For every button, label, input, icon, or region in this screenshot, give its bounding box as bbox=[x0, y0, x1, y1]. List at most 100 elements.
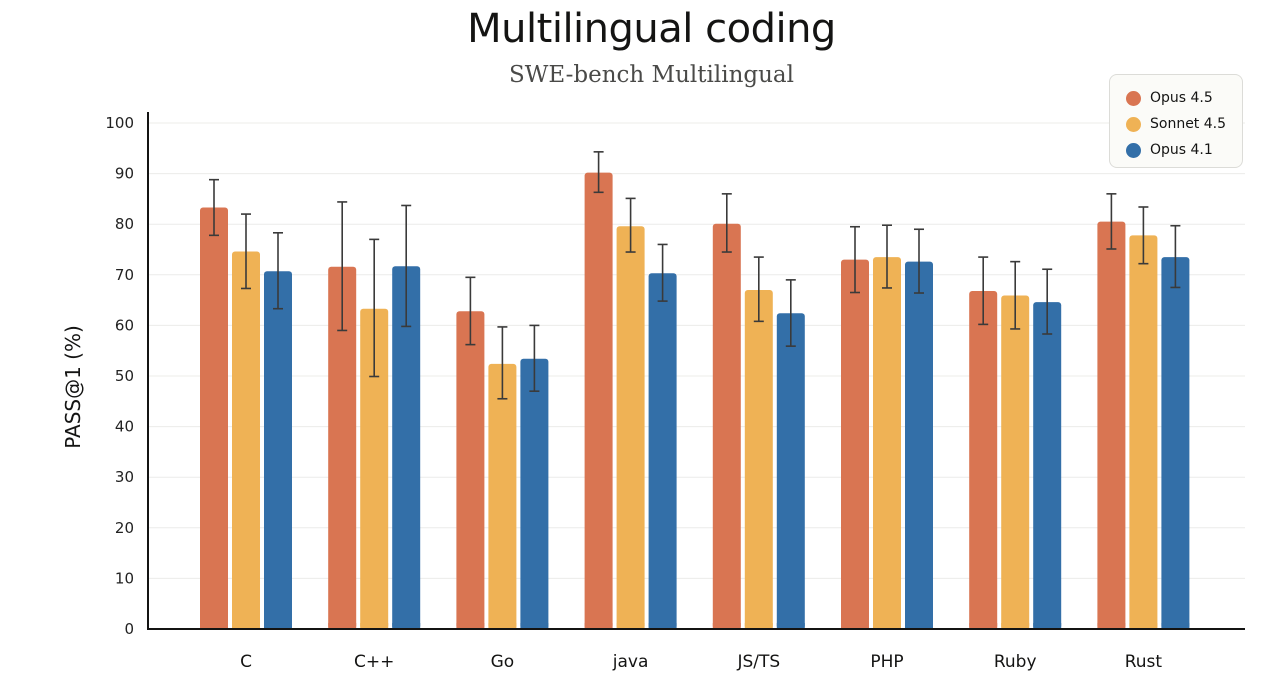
error-bar-ruby-opus-4-1 bbox=[1042, 268, 1053, 335]
bar-ruby-opus-4-1 bbox=[1033, 302, 1062, 629]
x-tick-c: C bbox=[240, 652, 252, 672]
bar-base-java-opus-4-5 bbox=[584, 623, 613, 629]
x-tick-php: PHP bbox=[870, 652, 903, 672]
bar-java-sonnet-4-5 bbox=[616, 226, 645, 629]
error-bar-c-sonnet-4-5 bbox=[241, 213, 251, 290]
error-bar-c-opus-4-1 bbox=[401, 204, 412, 328]
y-tick-90: 90 bbox=[115, 165, 134, 183]
legend-item-sonnet-4-5: Sonnet 4.5 bbox=[1126, 111, 1242, 137]
y-tick-60: 60 bbox=[115, 316, 134, 334]
bar-base-php-opus-4-5 bbox=[841, 623, 869, 629]
axes bbox=[147, 112, 1245, 630]
error-bar-ruby-sonnet-4-5 bbox=[1010, 260, 1021, 330]
bar-php-opus-4-1 bbox=[905, 261, 933, 629]
error-bar-java-sonnet-4-5 bbox=[625, 197, 636, 253]
x-tick-rust: Rust bbox=[1125, 652, 1163, 672]
error-bar-c-opus-4-5 bbox=[337, 201, 348, 332]
legend-label: Opus 4.5 bbox=[1150, 90, 1213, 106]
bar-go-sonnet-4-5 bbox=[488, 363, 517, 629]
bar-php-opus-4-5 bbox=[841, 259, 869, 629]
y-tick-10: 10 bbox=[115, 569, 134, 587]
legend-swatch-sonnet-4-5 bbox=[1126, 116, 1141, 132]
bar-base-js-ts-opus-4-1 bbox=[776, 623, 805, 629]
error-bar-c-opus-4-5 bbox=[209, 178, 219, 237]
bar-rust-sonnet-4-5 bbox=[1129, 235, 1158, 629]
bar-base-c-sonnet-4-5 bbox=[360, 623, 389, 629]
bar-base-java-opus-4-1 bbox=[648, 623, 677, 629]
y-tick-40: 40 bbox=[115, 418, 134, 436]
bar-ruby-opus-4-5 bbox=[969, 290, 998, 629]
x-tick-c: C++ bbox=[354, 652, 394, 672]
y-tick-labels: 0 10 20 30 40 50 60 70 80 90 100 bbox=[105, 114, 134, 638]
bar-js-ts-opus-4-5 bbox=[712, 223, 741, 629]
bar-c-opus-4-5 bbox=[200, 207, 228, 629]
bar-base-php-sonnet-4-5 bbox=[873, 623, 901, 629]
bar-base-go-sonnet-4-5 bbox=[488, 623, 517, 629]
bar-php-sonnet-4-5 bbox=[873, 257, 901, 629]
error-bar-c-opus-4-1 bbox=[273, 232, 283, 310]
x-tick-ruby: Ruby bbox=[994, 652, 1037, 672]
error-bars bbox=[209, 151, 1181, 400]
y-tick-70: 70 bbox=[115, 266, 134, 284]
legend-item-opus-4-1: Opus 4.1 bbox=[1126, 137, 1242, 163]
bar-c-sonnet-4-5 bbox=[360, 308, 389, 629]
legend-label: Opus 4.1 bbox=[1150, 142, 1213, 158]
bar-c-opus-4-1 bbox=[264, 271, 292, 629]
legend-label: Sonnet 4.5 bbox=[1150, 116, 1227, 132]
error-bar-rust-opus-4-5 bbox=[1106, 193, 1117, 250]
error-bar-js-ts-sonnet-4-5 bbox=[753, 256, 764, 323]
bar-base-c-opus-4-1 bbox=[264, 623, 292, 629]
bar-rust-opus-4-1 bbox=[1161, 257, 1190, 629]
error-bar-ruby-opus-4-5 bbox=[978, 256, 989, 326]
bar-base-rust-sonnet-4-5 bbox=[1129, 623, 1158, 629]
bar-js-ts-sonnet-4-5 bbox=[744, 289, 773, 629]
y-tick-30: 30 bbox=[115, 468, 134, 486]
y-tick-50: 50 bbox=[115, 367, 134, 385]
bar-c-opus-4-1 bbox=[392, 266, 421, 629]
error-bar-rust-sonnet-4-5 bbox=[1138, 206, 1149, 265]
error-bar-js-ts-opus-4-1 bbox=[785, 279, 796, 347]
y-tick-80: 80 bbox=[115, 215, 134, 233]
y-tick-20: 20 bbox=[115, 519, 134, 537]
bar-js-ts-opus-4-1 bbox=[776, 313, 805, 629]
error-bar-php-opus-4-5 bbox=[850, 225, 860, 294]
error-bar-js-ts-opus-4-5 bbox=[721, 193, 732, 253]
bar-base-java-sonnet-4-5 bbox=[616, 623, 645, 629]
bar-java-opus-4-1 bbox=[648, 273, 677, 629]
error-bar-php-sonnet-4-5 bbox=[882, 224, 892, 289]
x-tick-labels: C C++ Go java JS/TS PHP Ruby Rust bbox=[240, 652, 1162, 672]
bar-ruby-sonnet-4-5 bbox=[1001, 295, 1030, 629]
error-bar-go-opus-4-1 bbox=[529, 324, 540, 392]
bar-base-ruby-sonnet-4-5 bbox=[1001, 623, 1030, 629]
x-tick-go: Go bbox=[491, 652, 515, 672]
bar-base-ruby-opus-4-5 bbox=[969, 623, 998, 629]
bar-base-c-opus-4-1 bbox=[392, 623, 421, 629]
error-bar-c-sonnet-4-5 bbox=[369, 238, 380, 378]
bar-base-ruby-opus-4-1 bbox=[1033, 623, 1062, 629]
legend-swatch-opus-4-5 bbox=[1126, 90, 1141, 106]
bar-go-opus-4-5 bbox=[456, 311, 485, 629]
bar-base-c-opus-4-5 bbox=[328, 623, 357, 629]
error-bar-go-opus-4-5 bbox=[465, 276, 476, 346]
bar-java-opus-4-5 bbox=[584, 172, 613, 629]
bar-c-opus-4-5 bbox=[328, 266, 357, 629]
bar-go-opus-4-1 bbox=[520, 358, 549, 629]
bar-base-php-opus-4-1 bbox=[905, 623, 933, 629]
bar-base-js-ts-opus-4-5 bbox=[712, 623, 741, 629]
y-axis-label: PASS@1 (%) bbox=[61, 325, 85, 449]
legend-swatch-opus-4-1 bbox=[1126, 142, 1141, 158]
legend-item-opus-4-5: Opus 4.5 bbox=[1126, 85, 1242, 111]
legend: Opus 4.5 Sonnet 4.5 Opus 4.1 bbox=[1109, 74, 1243, 168]
error-bar-java-opus-4-5 bbox=[593, 151, 604, 194]
x-tick-js-ts: JS/TS bbox=[736, 652, 780, 672]
chart-title: Multilingual coding bbox=[467, 6, 836, 52]
y-tick-100: 100 bbox=[105, 114, 134, 132]
error-bar-php-opus-4-1 bbox=[914, 228, 924, 294]
bar-base-js-ts-sonnet-4-5 bbox=[744, 623, 773, 629]
x-tick-java: java bbox=[612, 652, 649, 672]
error-bar-rust-opus-4-1 bbox=[1170, 224, 1181, 289]
bar-rust-opus-4-5 bbox=[1097, 221, 1126, 630]
bar-base-c-opus-4-5 bbox=[200, 623, 228, 629]
bar-base-go-opus-4-1 bbox=[520, 623, 549, 629]
error-bar-go-sonnet-4-5 bbox=[497, 326, 508, 400]
